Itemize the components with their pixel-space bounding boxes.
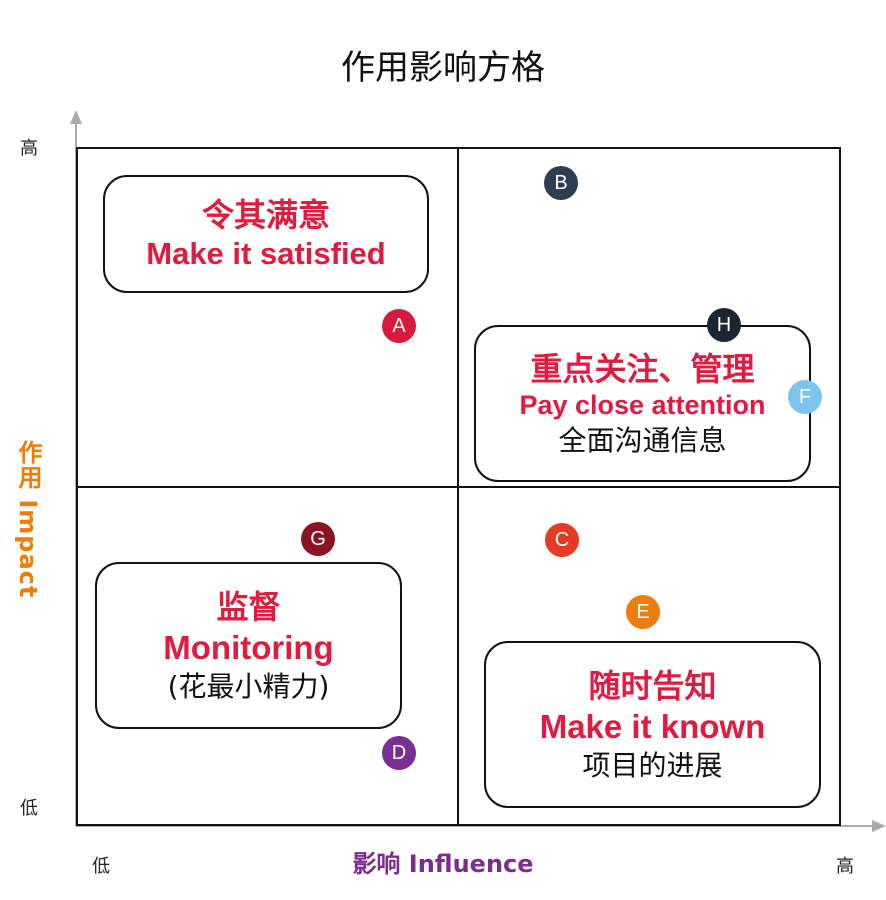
y-axis-arrow — [70, 110, 82, 124]
y-axis-title: 作用 Impact — [14, 440, 42, 599]
quadrant-bottom-left-note: (花最小精力) — [167, 669, 330, 703]
point-marker-f: F — [788, 380, 822, 414]
point-marker-d: D — [382, 736, 416, 770]
quadrant-bottom-left-cn: 监督 — [216, 588, 281, 627]
diagram-title: 作用影响方格 — [341, 48, 545, 88]
quadrant-top-right-cn: 重点关注、管理 — [530, 350, 755, 389]
quadrant-top-right-note: 全面沟通信息 — [558, 423, 727, 457]
quadrant-bottom-right-note: 项目的进展 — [582, 748, 723, 782]
point-marker-c: C — [545, 523, 579, 557]
x-axis-title: 影响 Influence — [352, 850, 534, 878]
point-marker-g: G — [301, 522, 335, 556]
quadrant-top-right-en: Pay close attention — [519, 390, 766, 421]
quadrant-bottom-right-cn: 随时告知 — [588, 667, 717, 706]
quadrant-top-left-box: 令其满意 Make it satisfied — [103, 175, 429, 293]
point-marker-h: H — [707, 308, 741, 342]
quadrant-top-right-box: 重点关注、管理 Pay close attention 全面沟通信息 — [474, 325, 811, 482]
point-marker-e: E — [626, 595, 660, 629]
x-axis-arrow — [872, 820, 886, 832]
point-marker-b: B — [544, 166, 578, 200]
y-low-label: 低 — [20, 798, 38, 819]
quadrant-top-left-en: Make it satisfied — [146, 235, 386, 271]
y-high-label: 高 — [20, 138, 38, 159]
point-marker-a: A — [382, 309, 416, 343]
quadrant-bottom-right-box: 随时告知 Make it known 项目的进展 — [484, 641, 821, 808]
x-low-label: 低 — [92, 856, 110, 877]
quadrant-top-left-cn: 令其满意 — [201, 195, 330, 234]
x-high-label: 高 — [836, 856, 854, 877]
quadrant-bottom-right-en: Make it known — [539, 708, 766, 746]
quadrant-bottom-left-en: Monitoring — [163, 629, 334, 667]
quadrant-bottom-left-box: 监督 Monitoring (花最小精力) — [95, 562, 402, 729]
